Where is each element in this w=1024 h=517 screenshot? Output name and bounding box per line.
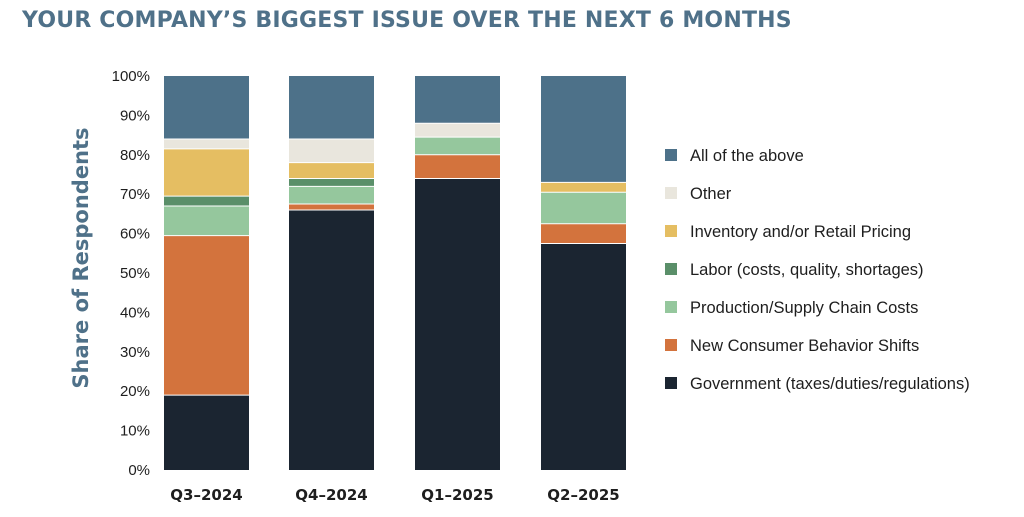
bar-segment xyxy=(541,76,626,183)
legend-item: New Consumer Behavior Shifts xyxy=(665,337,919,355)
x-axis-labels: Q3–2024 Q4–2024 Q1–2025 Q2–2025 xyxy=(170,486,619,504)
legend-label: Inventory and/or Retail Pricing xyxy=(690,223,911,241)
bar-stack xyxy=(164,76,249,470)
legend-item: Inventory and/or Retail Pricing xyxy=(665,223,911,241)
x-tick-label: Q1–2025 xyxy=(421,486,493,504)
y-tick-label: 100% xyxy=(112,68,150,85)
bar-stack xyxy=(415,76,500,470)
y-tick-label: 80% xyxy=(120,147,150,164)
bar-segment xyxy=(289,139,374,163)
bar-segment xyxy=(541,223,626,244)
legend-swatch xyxy=(665,301,677,313)
bar-segment xyxy=(289,209,374,470)
legend: All of the above Other Inventory and/or Re… xyxy=(665,147,970,393)
bar-segment xyxy=(289,178,374,187)
bar-segment xyxy=(415,123,500,138)
x-tick-label: Q3–2024 xyxy=(170,486,242,504)
legend-label: All of the above xyxy=(690,147,804,165)
chart-title: YOUR COMPANY’S BIGGEST ISSUE OVER THE NE… xyxy=(22,8,792,33)
bar-segment xyxy=(541,182,626,193)
bar-stack xyxy=(541,76,626,470)
bar-segment xyxy=(415,178,500,470)
legend-label: Production/Supply Chain Costs xyxy=(690,299,918,317)
bar-segment xyxy=(289,162,374,179)
bar-segment xyxy=(415,137,500,155)
legend-swatch xyxy=(665,339,677,351)
legend-label: Labor (costs, quality, shortages) xyxy=(690,261,924,279)
bar-segment xyxy=(289,186,374,205)
bar-segment xyxy=(164,76,249,140)
y-tick-label: 0% xyxy=(128,462,150,479)
bar-segment xyxy=(289,76,374,140)
y-tick-label: 50% xyxy=(120,265,150,282)
legend-label: Government (taxes/duties/regulations) xyxy=(690,375,970,393)
bars xyxy=(164,76,626,470)
legend-item: Other xyxy=(665,185,732,203)
bar-segment xyxy=(415,154,500,179)
y-axis-label: Share of Respondents xyxy=(69,127,93,388)
legend-swatch xyxy=(665,187,677,199)
y-tick-label: 90% xyxy=(120,107,150,124)
bar-segment xyxy=(541,243,626,470)
legend-item: Production/Supply Chain Costs xyxy=(665,299,918,317)
bar-segment xyxy=(164,148,249,197)
y-tick-label: 40% xyxy=(120,304,150,321)
bar-segment xyxy=(164,206,249,236)
y-tick-label: 60% xyxy=(120,226,150,243)
bar-segment xyxy=(164,235,249,396)
bar-segment xyxy=(415,76,500,124)
y-tick-label: 30% xyxy=(120,344,150,361)
legend-label: New Consumer Behavior Shifts xyxy=(690,337,919,355)
legend-item: All of the above xyxy=(665,147,804,165)
bar-segment xyxy=(541,192,626,224)
legend-swatch xyxy=(665,263,677,275)
legend-label: Other xyxy=(690,185,732,203)
x-tick-label: Q4–2024 xyxy=(295,486,367,504)
bar-segment xyxy=(164,395,249,470)
bar-segment xyxy=(164,196,249,207)
bar-segment xyxy=(289,204,374,210)
y-tick-label: 70% xyxy=(120,186,150,203)
legend-item: Labor (costs, quality, shortages) xyxy=(665,261,924,279)
y-axis-title: Share of Respondents xyxy=(69,127,93,388)
legend-swatch xyxy=(665,149,677,161)
bar-stack xyxy=(289,76,374,470)
x-tick-label: Q2–2025 xyxy=(547,486,619,504)
legend-swatch xyxy=(665,225,677,237)
y-axis-ticks: 0% 10% 20% 30% 40% 50% 60% 70% 80% 90% 100% xyxy=(112,68,150,479)
bar-segment xyxy=(164,139,249,149)
legend-swatch xyxy=(665,377,677,389)
y-tick-label: 20% xyxy=(120,383,150,400)
legend-item: Government (taxes/duties/regulations) xyxy=(665,375,970,393)
y-tick-label: 10% xyxy=(120,423,150,440)
